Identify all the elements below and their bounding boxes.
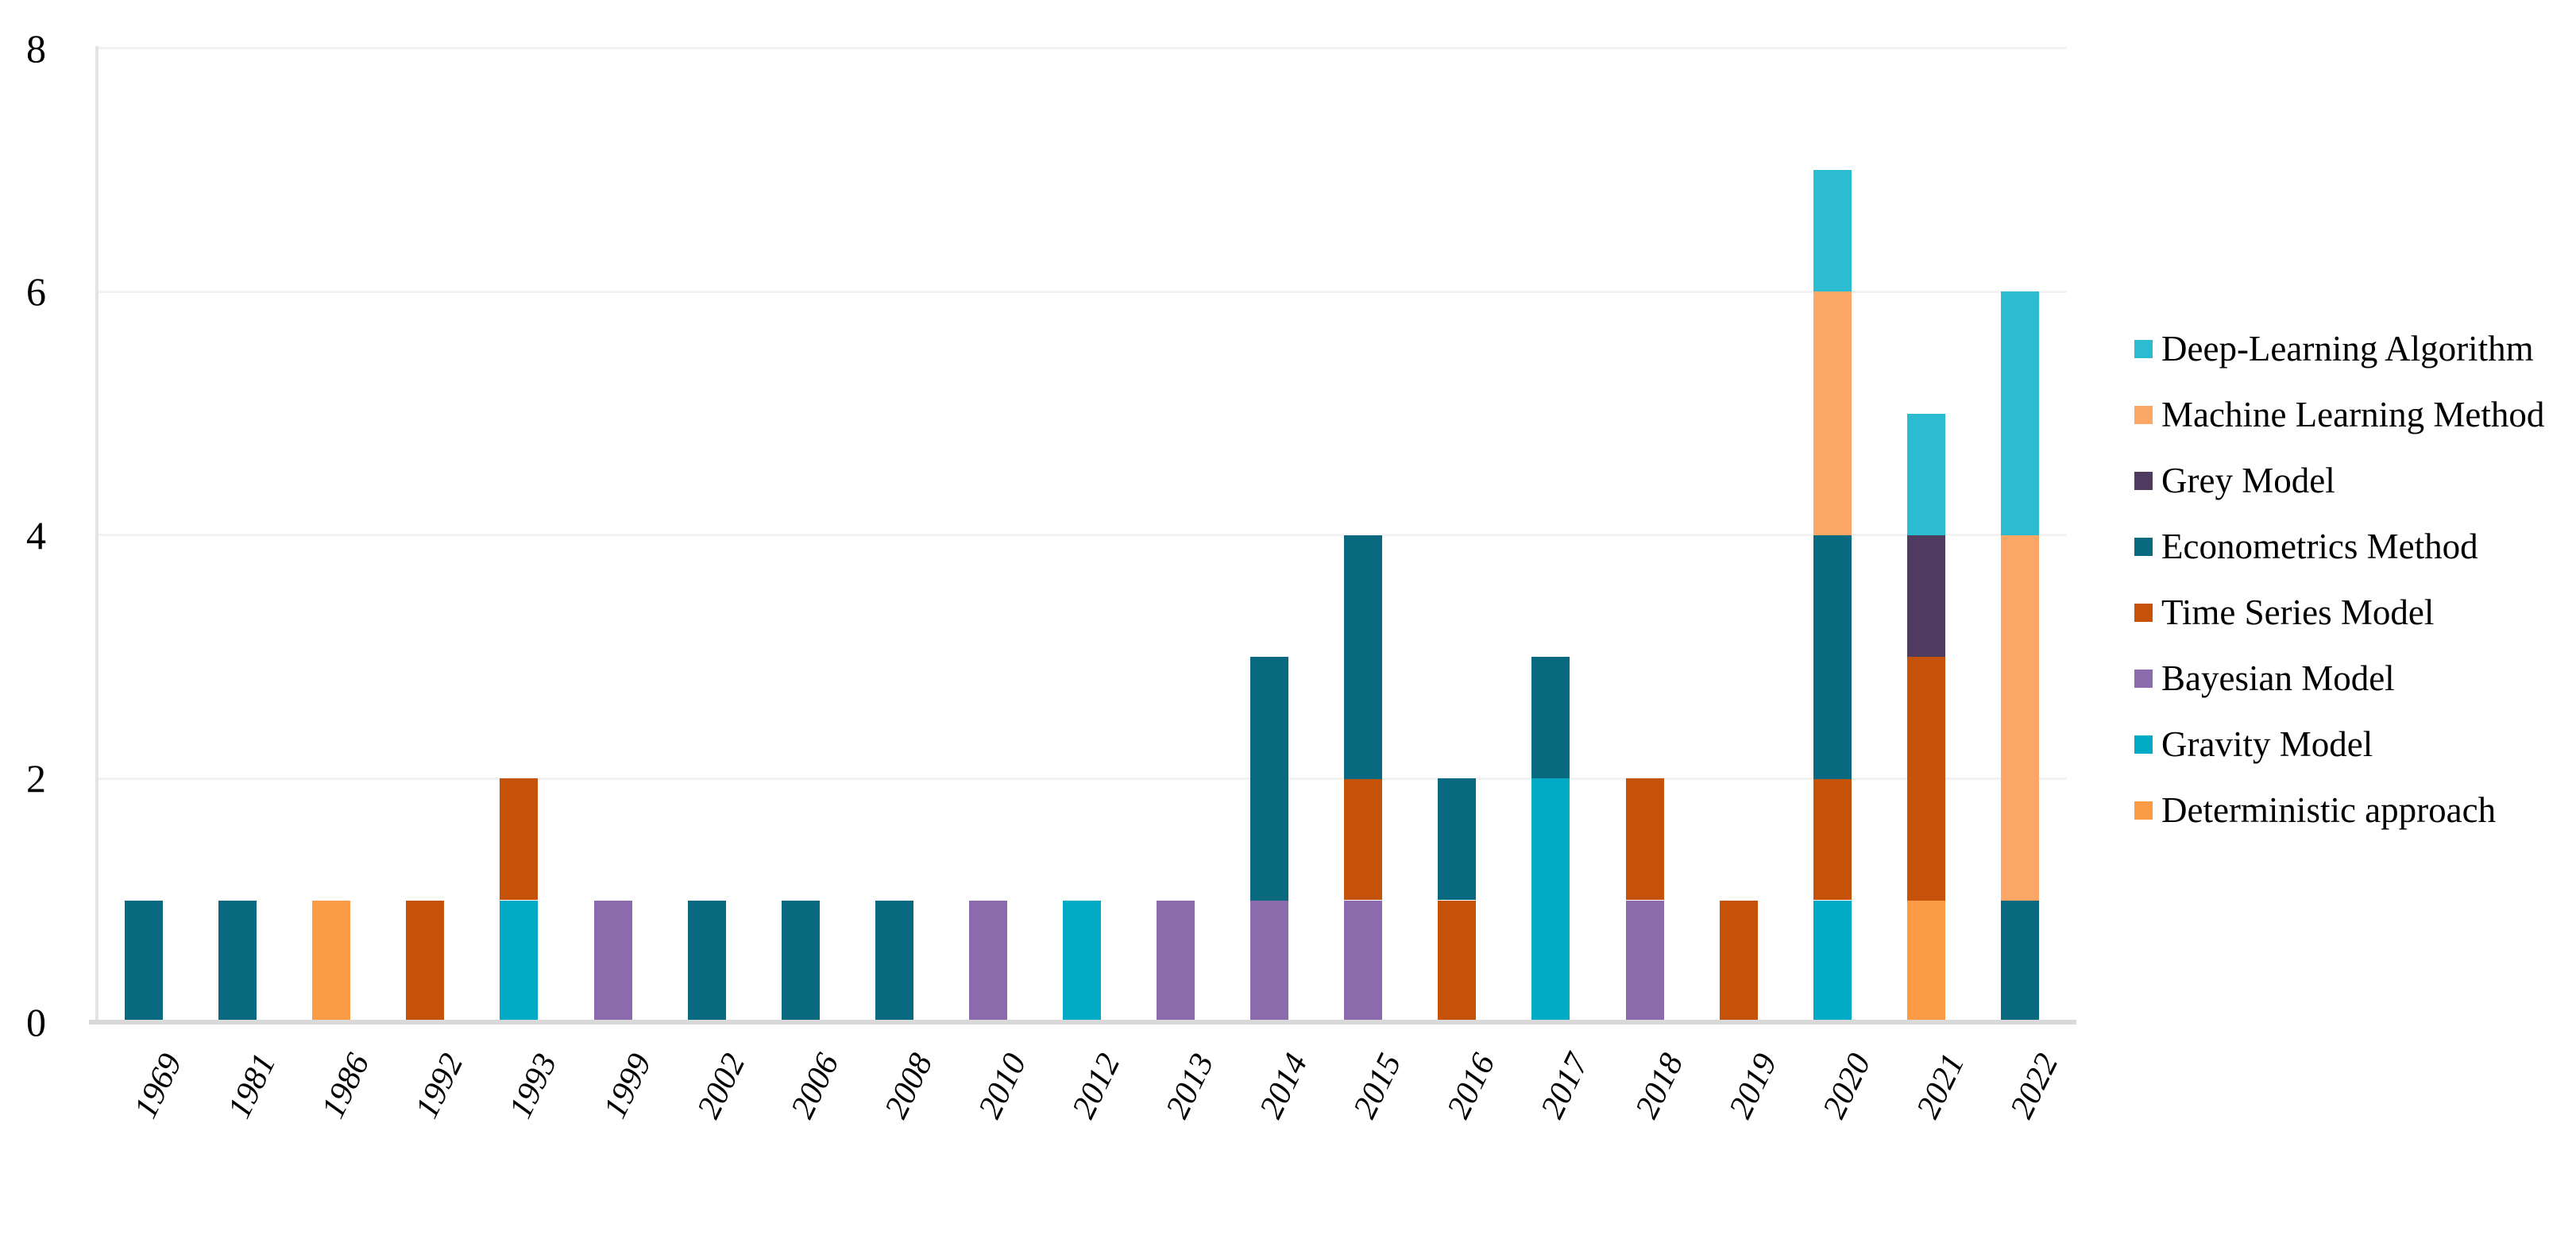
y-axis-tick-label: 6 bbox=[26, 269, 46, 314]
legend-label: Gravity Model bbox=[2161, 724, 2373, 764]
x-axis-tick-label: 1993 bbox=[502, 1048, 565, 1125]
legend-swatch-icon bbox=[2134, 406, 2153, 424]
legend-item: Time Series Model bbox=[2134, 580, 2544, 646]
x-axis-tick-label: 2013 bbox=[1159, 1048, 1222, 1125]
bar-segment-deep-learning-algorithm bbox=[2001, 291, 2039, 535]
x-axis-tick-label: 2015 bbox=[1346, 1048, 1409, 1125]
legend-swatch-icon bbox=[2134, 538, 2153, 556]
bar-segment-econometrics-method bbox=[875, 901, 913, 1022]
bar-segment-bayesian-model bbox=[1250, 901, 1288, 1022]
bar-segment-deterministic-approach bbox=[312, 901, 350, 1022]
bar-segment-gravity-model bbox=[1063, 901, 1101, 1022]
y-axis-tick-label: 0 bbox=[26, 1000, 46, 1044]
bar-segment-bayesian-model bbox=[969, 901, 1007, 1022]
legend-swatch-icon bbox=[2134, 670, 2153, 688]
legend-item: Econometrics Method bbox=[2134, 514, 2544, 580]
bar-segment-deterministic-approach bbox=[1907, 901, 1945, 1022]
x-axis-tick-label: 2010 bbox=[971, 1048, 1034, 1125]
x-axis-tick-label: 2017 bbox=[1534, 1048, 1597, 1125]
gridline bbox=[97, 534, 2067, 536]
legend-item: Gravity Model bbox=[2134, 712, 2544, 778]
legend-item: Deep-Learning Algorithm bbox=[2134, 316, 2544, 382]
bar-segment-bayesian-model bbox=[594, 901, 632, 1022]
bar-segment-econometrics-method bbox=[688, 901, 726, 1022]
x-axis-line bbox=[89, 1020, 2076, 1025]
bar-segment-time-series-model bbox=[1344, 778, 1382, 900]
bar-segment-time-series-model bbox=[1720, 901, 1758, 1022]
bar-segment-econometrics-method bbox=[218, 901, 257, 1022]
bar-segment-deep-learning-algorithm bbox=[1907, 414, 1945, 535]
x-axis-tick-label: 2006 bbox=[784, 1048, 847, 1125]
bar-segment-econometrics-method bbox=[782, 901, 820, 1022]
y-axis-tick-label: 2 bbox=[26, 756, 46, 801]
x-axis-tick-label: 2012 bbox=[1065, 1048, 1128, 1125]
bar-segment-time-series-model bbox=[1907, 657, 1945, 901]
bar-segment-econometrics-method bbox=[125, 901, 163, 1022]
y-axis-tick-label: 4 bbox=[26, 513, 46, 558]
x-axis-tick-label: 2018 bbox=[1628, 1048, 1691, 1125]
x-axis-tick-label: 1986 bbox=[315, 1048, 377, 1125]
x-axis-tick-label: 1992 bbox=[408, 1048, 471, 1125]
bar-segment-time-series-model bbox=[1626, 778, 1664, 900]
bar-segment-time-series-model bbox=[500, 778, 538, 900]
bar-segment-econometrics-method bbox=[1813, 535, 1852, 779]
x-axis-tick-label: 2014 bbox=[1253, 1048, 1315, 1125]
x-axis-tick-label: 2019 bbox=[1722, 1048, 1785, 1125]
x-axis-tick-label: 2008 bbox=[878, 1048, 940, 1125]
legend-label: Deterministic approach bbox=[2161, 789, 2497, 830]
bar-segment-machine-learning-method bbox=[1813, 291, 1852, 535]
bar-segment-time-series-model bbox=[1813, 778, 1852, 900]
x-axis-tick-label: 2020 bbox=[1816, 1048, 1879, 1125]
bar-segment-gravity-model bbox=[1813, 901, 1852, 1022]
gridline bbox=[97, 291, 2067, 293]
x-axis-tick-label: 1981 bbox=[221, 1048, 284, 1125]
gridline bbox=[97, 47, 2067, 49]
bar-segment-gravity-model bbox=[1531, 778, 1570, 1022]
legend-label: Time Series Model bbox=[2161, 592, 2435, 632]
x-axis-tick-label: 2002 bbox=[690, 1048, 753, 1125]
bar-segment-machine-learning-method bbox=[2001, 535, 2039, 901]
legend: Deep-Learning Algorithm Machine Learning … bbox=[2134, 316, 2544, 843]
legend-swatch-icon bbox=[2134, 801, 2153, 820]
x-axis-tick-label: 2016 bbox=[1440, 1048, 1503, 1125]
bar-segment-bayesian-model bbox=[1157, 901, 1195, 1022]
bar-segment-econometrics-method bbox=[1438, 778, 1476, 900]
y-axis-tick-label: 8 bbox=[26, 26, 46, 71]
gridline bbox=[97, 778, 2067, 780]
bar-segment-time-series-model bbox=[1438, 901, 1476, 1022]
bar-segment-bayesian-model bbox=[1344, 901, 1382, 1022]
legend-label: Machine Learning Method bbox=[2161, 394, 2545, 434]
legend-item: Deterministic approach bbox=[2134, 778, 2544, 843]
legend-label: Deep-Learning Algorithm bbox=[2161, 328, 2534, 369]
legend-label: Econometrics Method bbox=[2161, 526, 2478, 566]
bar-segment-deep-learning-algorithm bbox=[1813, 170, 1852, 291]
bar-segment-bayesian-model bbox=[1626, 901, 1664, 1022]
legend-swatch-icon bbox=[2134, 340, 2153, 358]
x-axis-tick-label: 2021 bbox=[1910, 1048, 1972, 1125]
legend-item: Machine Learning Method bbox=[2134, 382, 2544, 448]
legend-label: Grey Model bbox=[2161, 460, 2335, 500]
x-axis-tick-label: 2022 bbox=[2003, 1048, 2066, 1125]
bar-segment-grey-model bbox=[1907, 535, 1945, 657]
legend-swatch-icon bbox=[2134, 604, 2153, 622]
bar-segment-econometrics-method bbox=[2001, 901, 2039, 1022]
bar-segment-econometrics-method bbox=[1250, 657, 1288, 901]
bar-segment-econometrics-method bbox=[1344, 535, 1382, 779]
y-axis-line bbox=[95, 46, 98, 1025]
bar-segment-time-series-model bbox=[406, 901, 444, 1022]
legend-label: Bayesian Model bbox=[2161, 658, 2395, 698]
bar-segment-econometrics-method bbox=[1531, 657, 1570, 778]
legend-swatch-icon bbox=[2134, 735, 2153, 754]
stacked-bar-chart: 0 2 4 6 8 1969 1981 1986 1992 1993 1999 2002 2006 20… bbox=[26, 26, 2544, 1124]
bar-segment-gravity-model bbox=[500, 901, 538, 1022]
legend-item: Grey Model bbox=[2134, 448, 2544, 514]
x-axis-tick-label: 1969 bbox=[127, 1048, 190, 1125]
legend-swatch-icon bbox=[2134, 472, 2153, 490]
x-axis-tick-label: 1999 bbox=[597, 1048, 659, 1125]
legend-item: Bayesian Model bbox=[2134, 646, 2544, 712]
